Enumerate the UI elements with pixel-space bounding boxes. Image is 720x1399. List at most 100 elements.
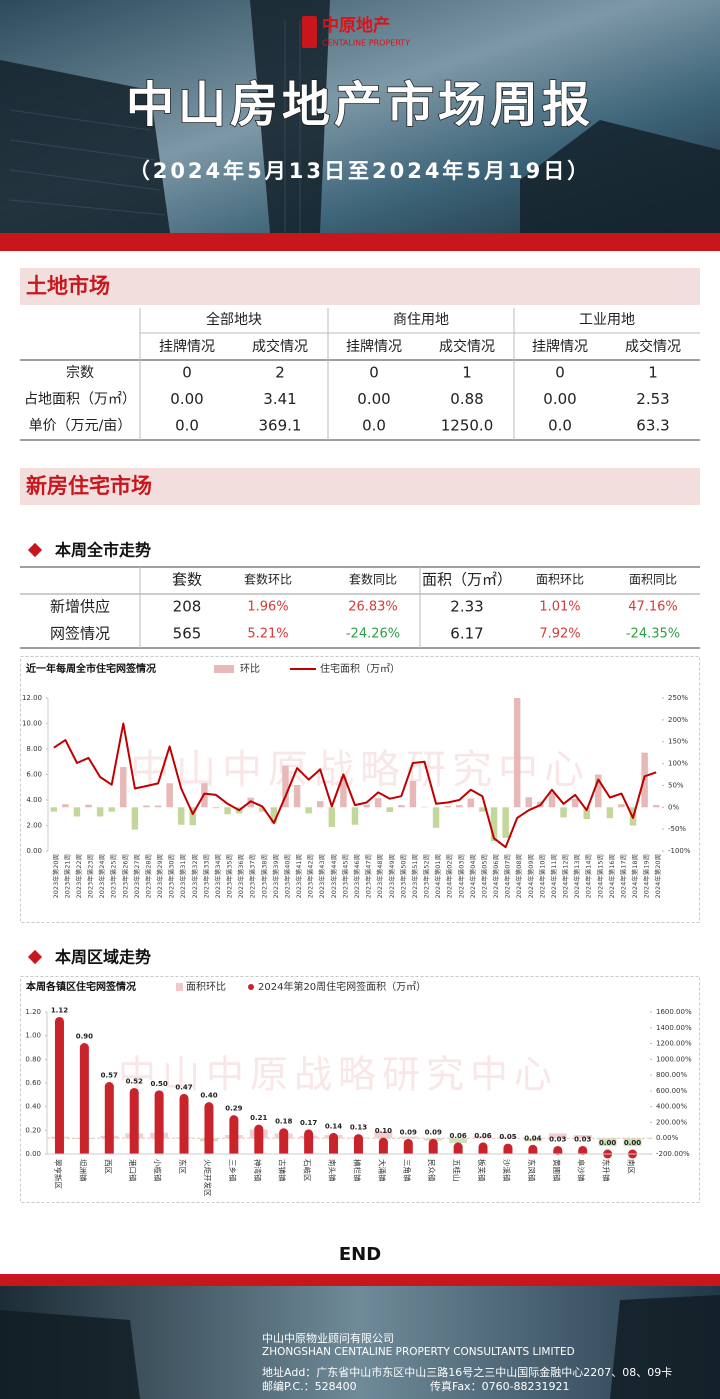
x-tick-label: 南区 [627,1159,637,1175]
building-windows [9,20,301,233]
table-group-header: 商住用地 [393,312,449,328]
data-label: 0.03 [574,1135,591,1143]
table-cell: 208 [173,598,202,616]
bar [79,1047,89,1154]
bar-cap [254,1124,264,1134]
y-tick-label: 0.80 [25,1055,41,1063]
data-label: 0.09 [400,1128,417,1136]
x-tick-label: 2023年第21周 [62,854,71,898]
x-tick-label: 2023年第27周 [132,854,141,898]
y-tick-label: 4.00 [26,796,42,804]
section-title: 土地市场 [26,274,110,298]
data-label: 0.57 [101,1072,118,1080]
x-tick-label: 三乡镇 [228,1159,238,1182]
table-header: 面积同比 [629,573,677,587]
x-tick-label: 2023年第41周 [294,854,303,898]
y-tick-label: 0.60 [25,1079,41,1087]
bar [378,1142,388,1154]
x-tick-label: 2023年第39周 [271,854,280,898]
x-tick-label: 2024年第17周 [618,854,627,898]
x-tick-label: 2024年第05周 [479,854,488,898]
bar-group [50,698,660,841]
table-cell: 0.0 [175,417,199,435]
section-bar [20,468,700,505]
bar [374,798,382,808]
table-subheader: 挂牌情况 [346,338,402,355]
report-title: 中山房地产市场周报 [126,77,594,133]
x-tick-label: 2023年第42周 [306,854,315,898]
watermark: 中山中原战略研究中心 [130,747,590,793]
bar [270,807,278,824]
x-tick-label: 翠亨新区 [53,1159,63,1189]
bar [409,781,417,808]
bar [328,807,336,827]
bar-cap [578,1145,588,1155]
bar [398,805,405,808]
data-label: 0.29 [225,1105,242,1113]
bar [212,807,220,809]
bar [224,807,231,815]
bar [353,1138,363,1154]
data-label: 0.18 [275,1118,292,1126]
table-cell: 0.00 [357,390,390,408]
y2-tick-label: 1000.00% [656,1055,692,1063]
logo-english: CENTALINE PROPERTY [322,39,410,48]
bar [573,1135,592,1139]
bar [386,807,393,813]
table-cell: 0.00 [170,390,203,408]
table-cell: 1 [462,364,472,382]
table-header: 面积（万㎡） [422,571,512,589]
x-tick-label: 2023年第25周 [109,854,118,898]
bar [449,1138,468,1143]
bar [571,798,579,808]
table-subheader: 挂牌情况 [159,338,215,355]
x-tick-label: 2023年第44周 [329,854,338,898]
bar [652,805,660,808]
table-row-label: 占地面积（万㎡） [24,392,136,408]
bar [403,1143,413,1154]
data-label: 0.14 [325,1122,342,1130]
x-tick-label: 三角镇 [402,1159,412,1182]
x-tick-label: 2023年第37周 [248,854,257,898]
data-label: 0.50 [150,1080,167,1088]
bar [523,1138,542,1142]
bar [432,807,440,828]
footer-company: 中山中原物业顾问有限公司 [262,1331,394,1345]
x-tick-label: 民众镇 [427,1159,437,1182]
data-label: 0.47 [175,1083,192,1091]
x-tick-label: 2023年第26周 [120,854,129,898]
bar [166,783,173,808]
bar [444,805,451,808]
y-tick-label: 0.00 [26,847,42,855]
x-tick-label: 沙溪镇 [502,1159,512,1182]
bar-cap [478,1142,488,1152]
bar [179,1098,189,1154]
y2-tick-label: 0.00% [656,1134,679,1142]
x-tick-label: 2023年第48周 [375,854,384,898]
data-label: 0.04 [524,1134,541,1142]
footer-postcode: 邮编P.C.：528400 [262,1379,357,1393]
table-cell: 0.88 [450,390,483,408]
x-tick-label: 大涌镇 [377,1159,387,1182]
chart-title: 本周各镇区住宅网签情况 [26,980,136,993]
bar [363,804,370,808]
bar [490,807,498,841]
bar [428,1143,438,1154]
data-label: 0.10 [375,1127,392,1135]
bar [129,1092,139,1154]
legend-label: 环比 [240,663,260,675]
building-silhouettes [0,0,720,233]
data-label: 0.40 [200,1092,217,1100]
bar-cap [378,1137,388,1147]
x-tick-label: 2024年第09周 [526,854,535,898]
bar [502,807,509,838]
bar [154,805,162,808]
bar [120,767,127,808]
bar [85,804,92,808]
x-tick-label: 2024年第12周 [561,854,570,898]
bar-cap [403,1138,413,1148]
chart-frame [20,976,700,1203]
table-row-label: 单价（万元/亩） [29,417,132,434]
x-tick-label: 2023年第43周 [317,854,326,898]
